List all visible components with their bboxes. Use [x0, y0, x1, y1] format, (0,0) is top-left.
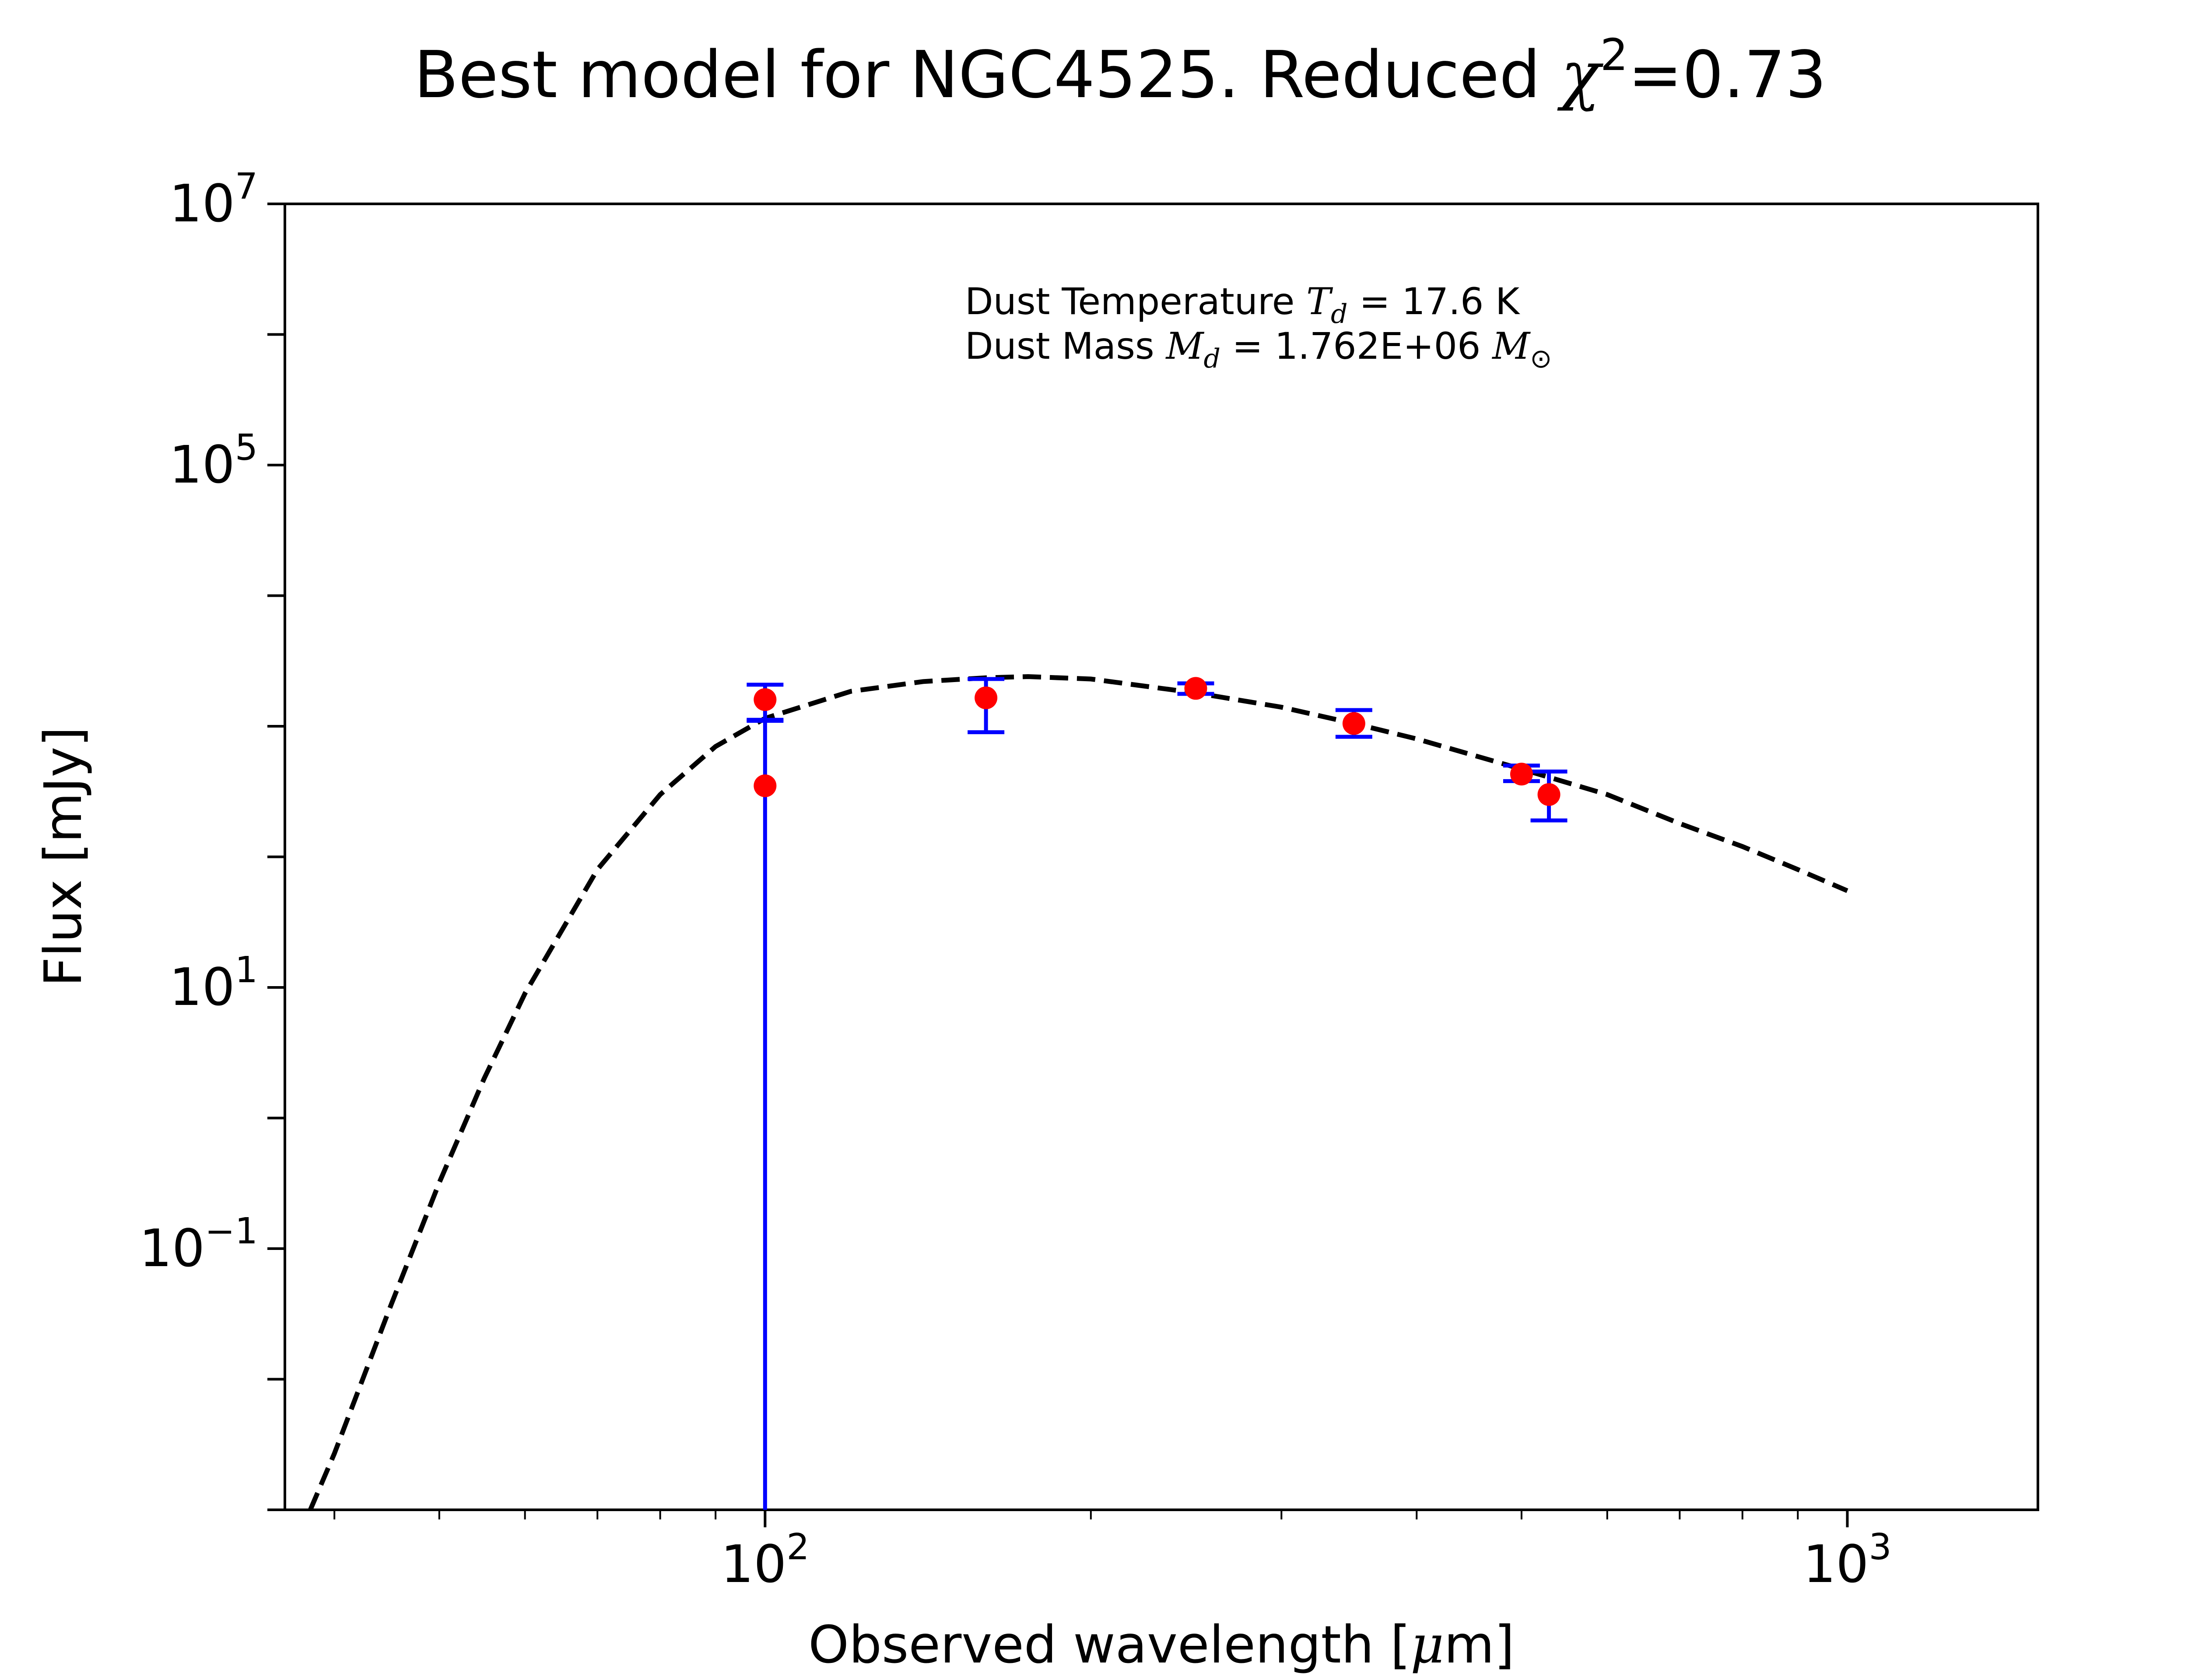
data-point: [754, 688, 777, 711]
title-symbol: χ: [1557, 37, 1603, 112]
y-tick-label: 105: [169, 427, 258, 495]
error-bars: [747, 677, 1567, 1510]
chart-title: Best model for NGC4525. Reduced χ2=0.73: [414, 29, 1827, 112]
x-tick-label: 102: [721, 1526, 809, 1594]
y-tick-label: 107: [169, 166, 258, 234]
y-axis-label: Flux [mJy]: [33, 727, 93, 987]
y-tick-label: 10−1: [139, 1211, 258, 1278]
title-prefix: Best model for NGC4525. Reduced: [414, 37, 1561, 112]
annotation-dust-mass: Dust Mass Md = 1.762E+06 M⊙: [965, 325, 1552, 374]
data-point: [1342, 712, 1365, 735]
y-axis-ticks: 10−1 101 105 107: [139, 166, 285, 1511]
data-point: [1184, 677, 1207, 700]
x-tick-label: 103: [1803, 1526, 1891, 1594]
plot-area-frame: [284, 203, 2039, 1511]
data-markers: [754, 677, 1560, 806]
title-suffix: =0.73: [1628, 37, 1827, 112]
model-curve: [308, 674, 1848, 1511]
y-tick-label: 101: [169, 949, 258, 1017]
x-axis-ticks: 102 103: [333, 1510, 1892, 1594]
data-point: [754, 774, 777, 798]
data-point: [1510, 763, 1533, 786]
x-axis-label: Observed wavelength [μm]: [808, 1614, 1515, 1675]
data-point: [975, 686, 998, 710]
annotation-dust-temperature: Dust Temperature Td = 17.6 K: [965, 280, 1520, 329]
data-point: [1537, 783, 1560, 806]
title-superscript: 2: [1600, 29, 1628, 80]
